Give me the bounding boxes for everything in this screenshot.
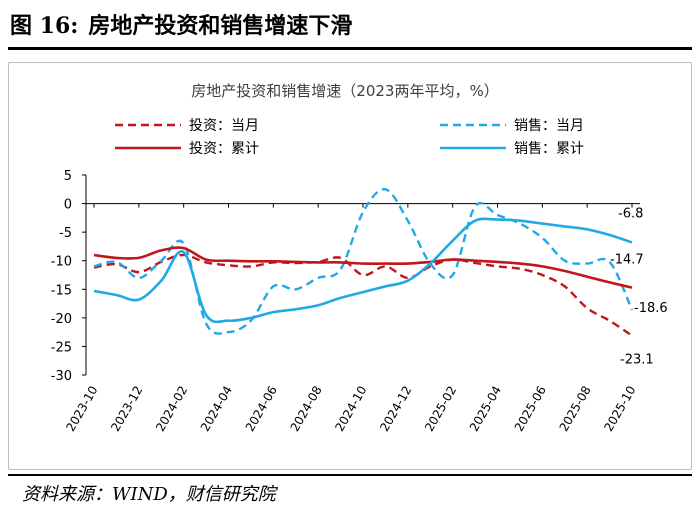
chart-title: 房地产投资和销售增速（2023两年平均，%） <box>191 82 498 100</box>
x-tick-label: 2025-02 <box>422 384 459 434</box>
x-tick-label: 2024-10 <box>332 384 369 434</box>
x-tick-label: 2024-04 <box>198 384 235 434</box>
y-tick-label: -20 <box>51 312 72 327</box>
legend-label-3: 投资：累计 <box>189 141 259 157</box>
series-line-3 <box>93 246 633 289</box>
y-tick-label: -10 <box>51 255 72 270</box>
x-tick-label: 2024-08 <box>288 384 325 434</box>
x-tick-label: 2025-04 <box>467 384 504 434</box>
series-line-4 <box>93 217 633 324</box>
x-tick-label: 2025-06 <box>512 384 549 434</box>
y-tick-label: -15 <box>51 283 72 298</box>
chart-panel <box>8 62 692 470</box>
end-label-3: -14.7 <box>610 253 644 268</box>
y-tick-label: -5 <box>59 226 72 241</box>
legend-label-4: 销售：累计 <box>514 141 584 157</box>
x-tick-label: 2024-06 <box>243 384 280 434</box>
figure-title-text: 房地产投资和销售增速下滑 <box>88 13 353 39</box>
top-rule <box>8 47 692 50</box>
x-tick-label: 2023-10 <box>63 384 100 434</box>
legend-label-2: 销售：当月 <box>514 118 584 134</box>
series-line-2 <box>93 188 634 335</box>
x-tick-label: 2025-10 <box>601 384 638 434</box>
y-tick-label: 0 <box>64 198 72 213</box>
end-label-2: -18.6 <box>634 301 668 316</box>
y-tick-label: -25 <box>51 340 72 355</box>
y-tick-label: 5 <box>64 169 72 184</box>
bottom-rule <box>8 474 692 476</box>
end-label-1: -23.1 <box>620 353 654 368</box>
series-line-1 <box>93 253 633 337</box>
figure-number: 图 16: <box>10 13 79 39</box>
end-label-4: -6.8 <box>618 206 643 221</box>
end-labels: -23.1 -18.6 -14.7 -6.8 <box>610 206 668 367</box>
x-tick-label: 2025-08 <box>557 384 594 434</box>
x-tick-label: 2023-12 <box>108 384 145 434</box>
figure-title: 图 16: 房地产投资和销售增速下滑 <box>10 8 690 42</box>
source-note: 资料来源：WIND，财信研究院 <box>22 484 276 505</box>
chart-series <box>93 188 634 337</box>
legend-label-1: 投资：当月 <box>189 118 259 134</box>
y-tick-label: -30 <box>51 369 72 384</box>
x-tick-label: 2024-02 <box>153 384 190 434</box>
x-tick-label: 2024-12 <box>377 384 414 434</box>
